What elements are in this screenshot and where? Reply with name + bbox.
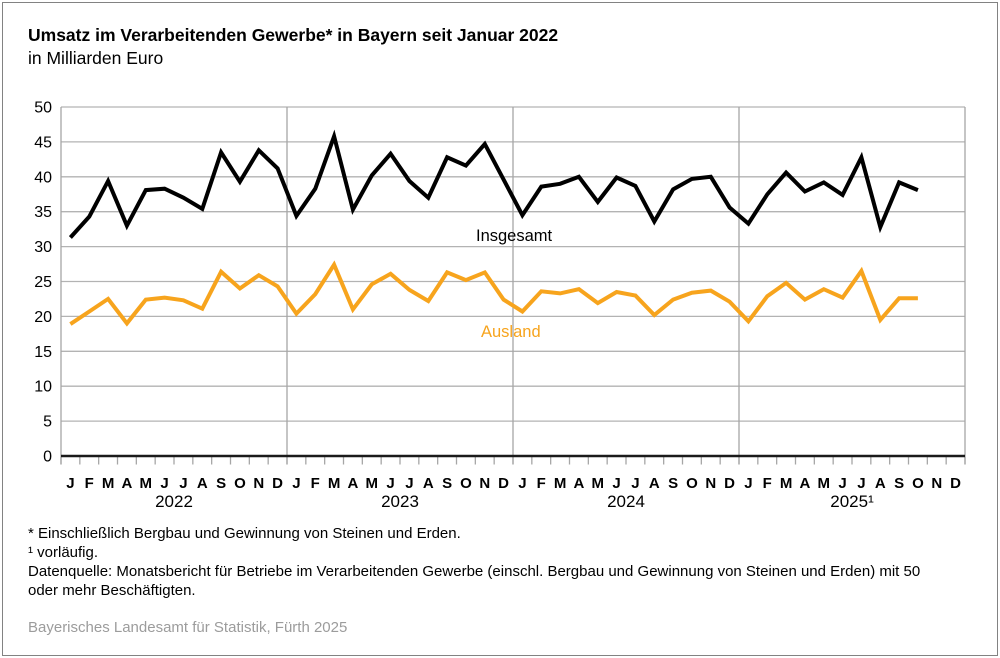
year-label: 2024 xyxy=(607,492,645,511)
month-tick-label: D xyxy=(498,475,509,492)
title-block: Umsatz im Verarbeitenden Gewerbe* in Bay… xyxy=(28,24,558,70)
y-tick-label: 50 xyxy=(34,100,52,117)
month-tick-label: J xyxy=(518,475,526,492)
chart-subtitle: in Milliarden Euro xyxy=(28,48,164,68)
month-tick-label: J xyxy=(160,475,168,492)
month-tick-label: S xyxy=(216,475,226,492)
month-tick-label: F xyxy=(85,475,94,492)
footnote-asterisk: * Einschließlich Bergbau und Gewinnung v… xyxy=(28,525,461,542)
y-tick-label: 30 xyxy=(34,239,52,256)
series-line-ausland xyxy=(69,260,918,327)
month-tick-label: M xyxy=(328,475,341,492)
month-tick-label: O xyxy=(912,475,924,492)
chart-title: Umsatz im Verarbeitenden Gewerbe* in Bay… xyxy=(28,25,559,45)
month-tick-label: A xyxy=(197,475,208,492)
month-tick-label: N xyxy=(931,475,942,492)
y-tick-label: 40 xyxy=(34,169,52,186)
month-tick-label: F xyxy=(537,475,546,492)
month-tick-label: N xyxy=(705,475,716,492)
series-line-insgesamt xyxy=(68,129,919,239)
month-tick-label: J xyxy=(838,475,846,492)
y-tick-label: 25 xyxy=(34,274,52,291)
month-tick-label: M xyxy=(102,475,115,492)
month-tick-label: O xyxy=(234,475,246,492)
month-tick-label: M xyxy=(140,475,153,492)
month-tick-label: J xyxy=(631,475,639,492)
year-label: 2023 xyxy=(381,492,419,511)
month-tick-label: J xyxy=(405,475,413,492)
month-tick-label: M xyxy=(366,475,379,492)
series-label-ausland: Ausland xyxy=(481,323,541,341)
month-tick-label: F xyxy=(763,475,772,492)
source-credit: Bayerisches Landesamt für Statistik, Für… xyxy=(28,619,348,636)
month-tick-label: J xyxy=(857,475,865,492)
month-tick-label: M xyxy=(818,475,831,492)
month-tick-label: S xyxy=(894,475,904,492)
y-tick-label: 15 xyxy=(34,344,52,361)
month-tick-label: M xyxy=(554,475,567,492)
y-tick-label: 0 xyxy=(43,449,52,466)
year-label: 2025¹ xyxy=(830,492,874,511)
month-tick-label: J xyxy=(744,475,752,492)
y-tick-label: 10 xyxy=(34,379,52,396)
month-tick-label: A xyxy=(573,475,584,492)
month-tick-label: D xyxy=(724,475,735,492)
month-tick-label: A xyxy=(875,475,886,492)
month-tick-label: A xyxy=(121,475,132,492)
month-tick-label: A xyxy=(423,475,434,492)
month-tick-label: S xyxy=(668,475,678,492)
month-tick-label: O xyxy=(686,475,698,492)
month-tick-label: N xyxy=(479,475,490,492)
month-tick-label: A xyxy=(799,475,810,492)
month-tick-label: D xyxy=(272,475,283,492)
month-tick-label: D xyxy=(950,475,961,492)
y-tick-label: 5 xyxy=(43,414,52,431)
y-tick-label: 20 xyxy=(34,309,52,326)
footnote-block: * Einschließlich Bergbau und Gewinnung v… xyxy=(28,524,944,600)
month-tick-label: J xyxy=(179,475,187,492)
month-tick-label: J xyxy=(386,475,394,492)
month-tick-label: S xyxy=(442,475,452,492)
month-tick-label: A xyxy=(347,475,358,492)
footnote-datasource: Datenquelle: Monatsbericht für Betriebe … xyxy=(28,563,921,599)
month-tick-label: N xyxy=(253,475,264,492)
month-tick-label: O xyxy=(460,475,472,492)
footnote-preliminary: ¹ vorläufig. xyxy=(28,544,99,561)
month-tick-label: J xyxy=(292,475,300,492)
year-label: 2022 xyxy=(155,492,193,511)
month-tick-label: J xyxy=(66,475,74,492)
month-tick-label: J xyxy=(612,475,620,492)
month-tick-label: A xyxy=(649,475,660,492)
y-tick-label: 35 xyxy=(34,204,52,221)
y-tick-label: 45 xyxy=(34,134,52,151)
month-tick-label: F xyxy=(311,475,320,492)
series-label-insgesamt: Insgesamt xyxy=(476,227,553,245)
month-tick-label: M xyxy=(592,475,605,492)
month-tick-label: M xyxy=(780,475,793,492)
